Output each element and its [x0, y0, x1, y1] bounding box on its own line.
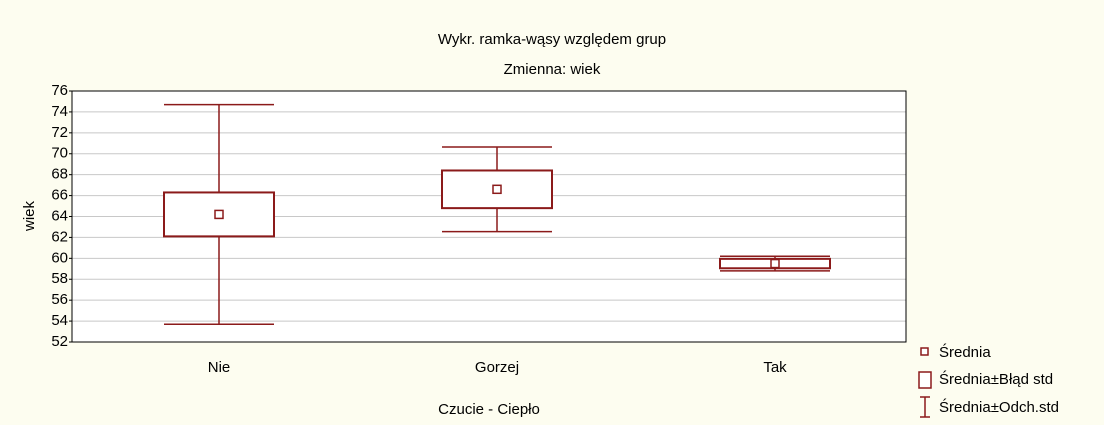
legend-mean-icon [920, 347, 929, 356]
legend-label: Średnia [939, 343, 991, 361]
y-tick-label: 60 [51, 249, 68, 266]
chart-subtitle: Zmienna: wiek [504, 61, 601, 78]
y-tick-label: 64 [51, 207, 68, 224]
y-tick-label: 66 [51, 187, 68, 204]
y-tick-label: 70 [51, 145, 68, 162]
legend-label: Średnia±Odch.std [939, 398, 1059, 416]
mean-marker [492, 184, 502, 195]
y-tick-label: 54 [51, 312, 68, 329]
y-tick-label: 52 [51, 333, 68, 350]
y-tick-label: 56 [51, 291, 68, 308]
y-tick-label: 58 [51, 270, 68, 287]
y-tick-label: 76 [51, 82, 68, 99]
mean-marker [214, 209, 224, 220]
legend-box-icon [918, 371, 932, 389]
y-tick-label: 74 [51, 103, 68, 120]
chart-title: Wykr. ramka-wąsy względem grup [438, 31, 666, 48]
x-tick-label: Tak [763, 359, 787, 376]
y-tick-label: 72 [51, 124, 68, 141]
legend-label: Średnia±Błąd std [939, 370, 1053, 388]
x-axis-label: Czucie - Ciepło [438, 401, 540, 418]
mean-marker [770, 258, 780, 269]
plot-frame [71, 90, 907, 343]
y-tick-label: 68 [51, 166, 68, 183]
x-tick-label: Gorzej [475, 359, 519, 376]
legend-whisker-icon [920, 396, 930, 418]
y-axis-label: wiek [21, 201, 38, 233]
x-tick-label: Nie [208, 359, 231, 376]
y-tick-label: 62 [51, 228, 68, 245]
